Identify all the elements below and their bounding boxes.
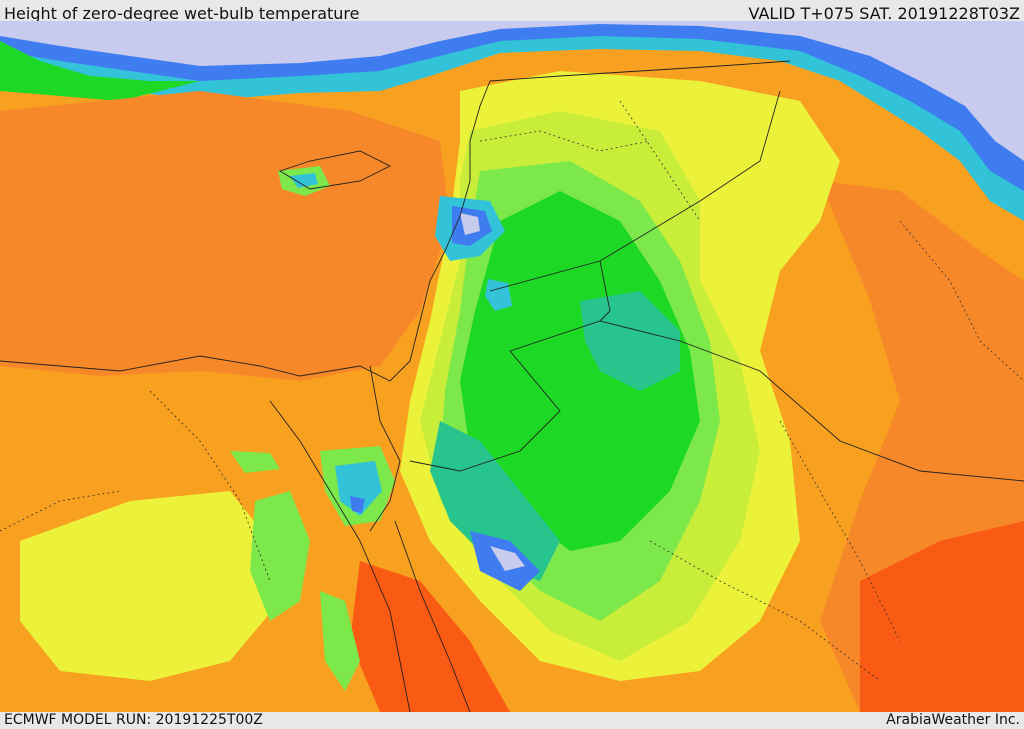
weather-map (0, 21, 1024, 712)
model-run-label: ECMWF MODEL RUN: 20191225T00Z (4, 712, 263, 728)
borders (0, 60, 1024, 712)
interior-band (400, 71, 840, 681)
map-title: Height of zero-degree wet-bulb temperatu… (4, 4, 360, 23)
credit-label: ArabiaWeather Inc. (886, 712, 1020, 728)
provincial-boundaries (0, 100, 1024, 682)
levant-cold-pockets (278, 166, 512, 311)
footer-bar (0, 712, 1024, 729)
northern-cold-zone (0, 21, 1024, 221)
header-bar (0, 0, 1024, 21)
valid-time: VALID T+075 SAT. 20191228T03Z (748, 4, 1020, 23)
